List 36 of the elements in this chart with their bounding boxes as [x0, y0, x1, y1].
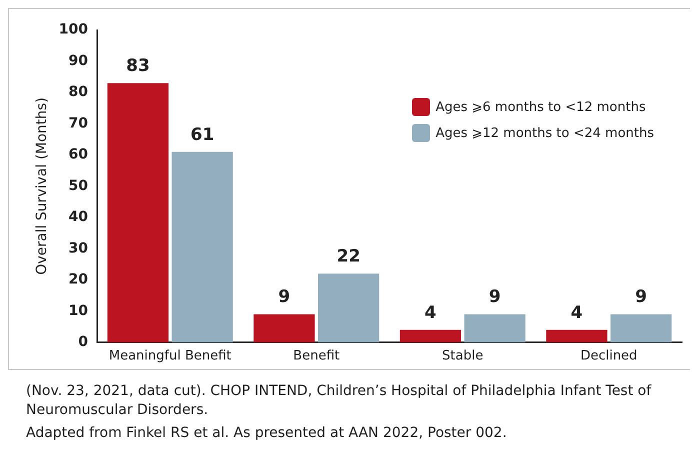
bar	[400, 330, 462, 342]
y-tick-label: 70	[68, 115, 88, 132]
data-label: 4	[424, 302, 437, 323]
x-tick-label: Stable	[442, 348, 484, 364]
data-label: 22	[336, 246, 360, 267]
data-label: 9	[635, 287, 647, 308]
bar	[610, 314, 672, 342]
legend-label: Ages ⩾12 months to <24 months	[436, 126, 654, 140]
data-label: 4	[570, 302, 583, 323]
data-label: 61	[190, 124, 214, 145]
data-label: 83	[126, 56, 150, 76]
x-tick-label: Benefit	[293, 348, 340, 364]
y-tick-label: 40	[68, 209, 88, 226]
bar	[107, 83, 169, 342]
y-tick-label: 80	[68, 84, 88, 100]
bar	[254, 314, 315, 342]
data-label: 9	[488, 287, 501, 308]
y-tick-label: 50	[68, 178, 88, 194]
y-tick-label: 10	[68, 302, 88, 319]
x-tick-label: Meaningful Benefit	[108, 348, 232, 364]
text: (Nov. 23, 2021, data cut). CHOP INTEND, Children’s Hospital of Philadelphia Infant Test of Neuromuscular Disorders.	[26, 382, 652, 420]
y-tick-label: 60	[68, 146, 88, 163]
bar	[172, 152, 233, 342]
y-tick-label: 30	[68, 240, 88, 256]
data-label: 9	[278, 287, 290, 308]
bar	[318, 274, 380, 342]
y-tick-label: 90	[68, 52, 88, 69]
text: Adapted from Finkel RS et al. As presented at AAN 2022, Poster 002.	[26, 424, 508, 443]
legend-label: Ages ⩾6 months to <12 months	[436, 100, 646, 114]
y-axis-title: Overall Survival (Months)	[34, 97, 50, 275]
y-tick-label: 20	[68, 272, 88, 288]
bar	[546, 330, 608, 342]
bar	[464, 314, 526, 342]
y-tick-label: 0	[78, 334, 88, 350]
x-tick-label: Declined	[580, 348, 638, 364]
y-tick-label: 100	[58, 22, 88, 38]
